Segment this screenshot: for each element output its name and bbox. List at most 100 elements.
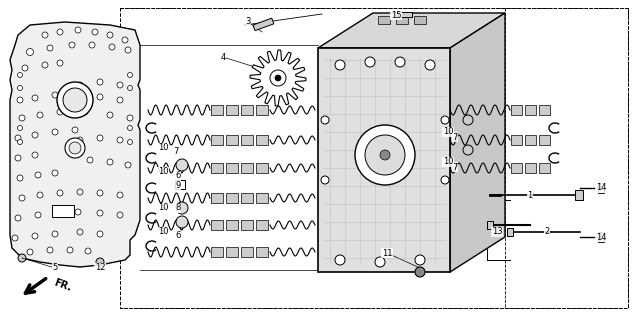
Circle shape bbox=[32, 233, 38, 239]
Circle shape bbox=[72, 127, 78, 133]
Circle shape bbox=[52, 129, 58, 135]
Circle shape bbox=[77, 137, 83, 143]
Circle shape bbox=[65, 138, 85, 158]
Circle shape bbox=[55, 210, 61, 216]
Circle shape bbox=[19, 195, 25, 201]
Bar bbox=[211, 163, 223, 173]
Text: 7: 7 bbox=[452, 132, 458, 142]
Circle shape bbox=[52, 170, 58, 176]
Text: 7: 7 bbox=[173, 147, 179, 157]
Circle shape bbox=[52, 231, 58, 237]
Bar bbox=[241, 193, 253, 203]
Text: 13: 13 bbox=[492, 227, 502, 236]
Bar bbox=[226, 193, 238, 203]
Bar bbox=[256, 247, 268, 257]
Circle shape bbox=[463, 145, 473, 155]
Circle shape bbox=[125, 47, 131, 53]
Circle shape bbox=[117, 192, 123, 198]
Circle shape bbox=[97, 210, 103, 216]
Circle shape bbox=[19, 115, 25, 121]
Circle shape bbox=[17, 139, 22, 145]
Circle shape bbox=[17, 85, 22, 91]
Circle shape bbox=[87, 157, 93, 163]
Circle shape bbox=[107, 112, 113, 118]
Circle shape bbox=[18, 254, 26, 262]
Circle shape bbox=[176, 202, 188, 214]
Circle shape bbox=[57, 29, 63, 35]
Circle shape bbox=[77, 229, 83, 235]
Text: 10: 10 bbox=[157, 144, 168, 152]
Circle shape bbox=[270, 70, 286, 86]
Circle shape bbox=[57, 109, 63, 115]
Circle shape bbox=[52, 92, 58, 98]
Circle shape bbox=[42, 32, 48, 38]
Bar bbox=[256, 105, 268, 115]
Circle shape bbox=[17, 97, 23, 103]
Circle shape bbox=[82, 109, 88, 115]
Bar bbox=[575, 190, 583, 200]
Circle shape bbox=[15, 215, 21, 221]
Circle shape bbox=[365, 57, 375, 67]
Text: 4: 4 bbox=[220, 53, 226, 62]
Circle shape bbox=[107, 32, 113, 38]
Polygon shape bbox=[250, 50, 306, 106]
Circle shape bbox=[69, 142, 81, 154]
Bar bbox=[511, 163, 522, 173]
Bar bbox=[241, 220, 253, 230]
Circle shape bbox=[425, 60, 435, 70]
Bar bbox=[226, 220, 238, 230]
Circle shape bbox=[117, 212, 123, 218]
Circle shape bbox=[85, 248, 91, 254]
Text: 8: 8 bbox=[175, 204, 180, 212]
Circle shape bbox=[57, 82, 93, 118]
Polygon shape bbox=[120, 8, 628, 308]
Bar bbox=[511, 135, 522, 145]
Bar bbox=[241, 247, 253, 257]
Bar bbox=[511, 105, 522, 115]
Circle shape bbox=[57, 60, 63, 66]
Text: 6: 6 bbox=[175, 172, 180, 181]
Circle shape bbox=[117, 82, 123, 88]
Circle shape bbox=[12, 235, 18, 241]
Bar bbox=[507, 228, 513, 236]
Text: 10: 10 bbox=[157, 167, 168, 176]
Bar bbox=[226, 247, 238, 257]
Circle shape bbox=[75, 27, 81, 33]
Bar bbox=[487, 221, 493, 229]
Circle shape bbox=[321, 116, 329, 124]
Text: 12: 12 bbox=[95, 263, 105, 272]
Circle shape bbox=[32, 95, 38, 101]
Circle shape bbox=[107, 159, 113, 165]
Polygon shape bbox=[10, 22, 140, 267]
Text: 5: 5 bbox=[52, 263, 58, 272]
Circle shape bbox=[415, 267, 425, 277]
Circle shape bbox=[77, 82, 83, 88]
Bar bbox=[211, 193, 223, 203]
Circle shape bbox=[77, 189, 83, 195]
Circle shape bbox=[32, 132, 38, 138]
Text: 14: 14 bbox=[596, 183, 606, 192]
Circle shape bbox=[127, 125, 132, 130]
Circle shape bbox=[57, 190, 63, 196]
Circle shape bbox=[97, 135, 103, 141]
Bar bbox=[525, 105, 536, 115]
Circle shape bbox=[22, 65, 28, 71]
Circle shape bbox=[441, 176, 449, 184]
Text: 3: 3 bbox=[245, 18, 251, 26]
Bar bbox=[241, 163, 253, 173]
Circle shape bbox=[127, 139, 132, 145]
Text: 2: 2 bbox=[545, 227, 550, 236]
Circle shape bbox=[35, 172, 41, 178]
Bar bbox=[256, 135, 268, 145]
Bar bbox=[175, 180, 185, 189]
Bar bbox=[52, 205, 74, 217]
Circle shape bbox=[97, 94, 103, 100]
Circle shape bbox=[127, 85, 132, 91]
Circle shape bbox=[380, 150, 390, 160]
Circle shape bbox=[117, 97, 123, 103]
Bar bbox=[539, 135, 550, 145]
Bar bbox=[226, 105, 238, 115]
Circle shape bbox=[89, 42, 95, 48]
Bar bbox=[211, 247, 223, 257]
Circle shape bbox=[47, 247, 53, 253]
